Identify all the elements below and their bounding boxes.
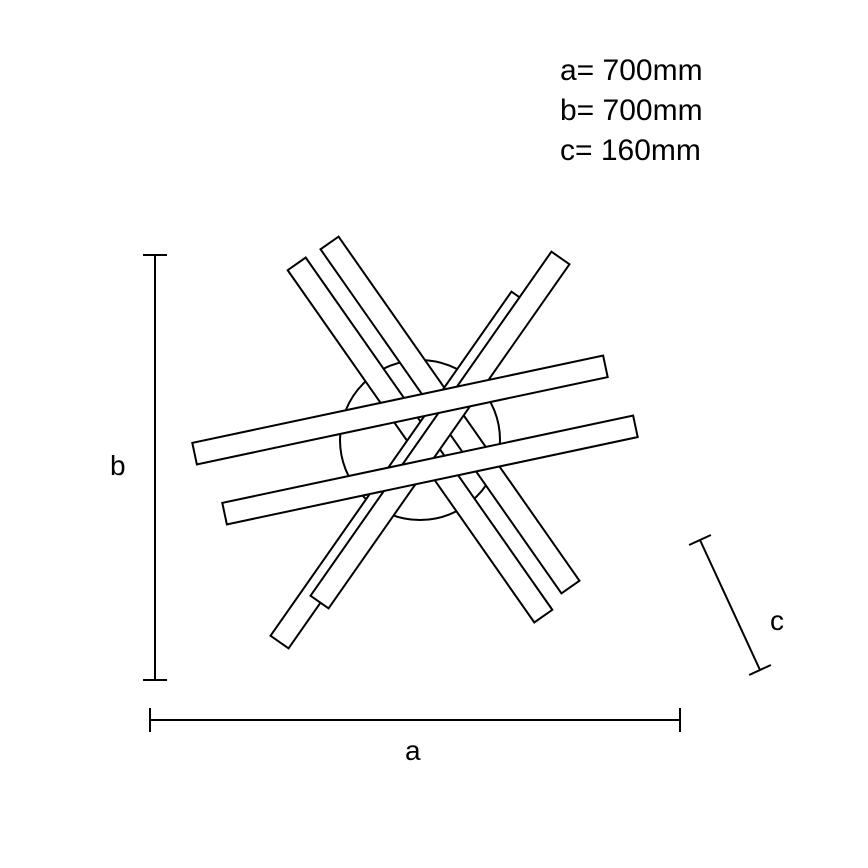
legend-entry: b= 700mm	[560, 94, 703, 127]
legend-entry: c= 160mm	[560, 134, 701, 167]
dimension-label-c: c	[770, 605, 784, 636]
dimension-label-b: b	[110, 450, 126, 481]
dimension-label-a: a	[405, 735, 421, 766]
legend-entry: a= 700mm	[560, 54, 703, 87]
